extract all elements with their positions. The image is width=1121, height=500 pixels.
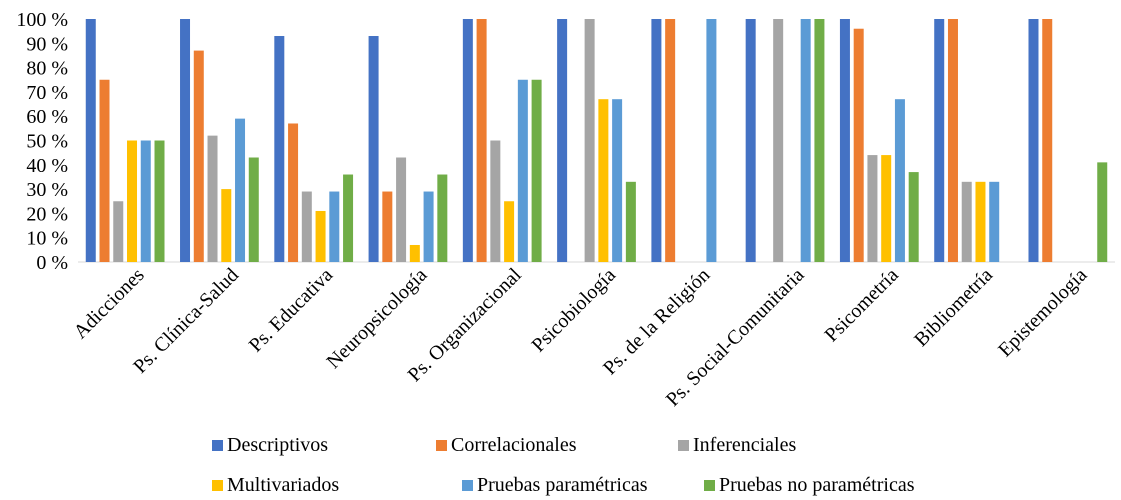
bar [490, 140, 501, 262]
x-tick-label: Bibliometría [910, 264, 997, 351]
bar [665, 19, 676, 262]
bar [274, 36, 285, 263]
y-tick-label: 40 % [26, 155, 68, 177]
bar [598, 99, 609, 262]
x-tick-label: Neuropsicología [322, 264, 431, 373]
y-tick-label: 0 % [36, 252, 68, 274]
bar [839, 19, 850, 262]
bar [154, 140, 165, 262]
bar [745, 19, 756, 262]
bar [584, 19, 595, 262]
bar [625, 181, 636, 262]
bar [476, 19, 487, 262]
bar [1042, 19, 1053, 262]
bar [867, 155, 878, 262]
bar [396, 157, 407, 262]
bar [207, 135, 218, 262]
bar [248, 157, 259, 262]
bar [193, 50, 204, 263]
bar [1028, 19, 1039, 262]
bar [127, 140, 138, 262]
bar [85, 19, 96, 262]
bar [423, 191, 434, 262]
y-tick-label: 90 % [26, 33, 68, 55]
y-tick-label: 100 % [16, 9, 68, 31]
bar [288, 123, 299, 263]
bar [140, 140, 151, 262]
bar [531, 79, 542, 262]
y-tick-label: 70 % [26, 82, 68, 104]
bar [651, 19, 662, 262]
bar [462, 19, 473, 262]
bar [113, 201, 124, 262]
bar [706, 19, 717, 262]
bar [382, 191, 393, 262]
y-axis: 0 %10 % 20 %30 %40 %50 % 60 %70 %80 % 90 %1… [16, 9, 68, 274]
bar [517, 79, 528, 262]
x-tick-label: Epistemología [994, 264, 1091, 361]
bar [329, 191, 340, 262]
bar [853, 28, 864, 262]
y-tick-label: 10 % [26, 228, 68, 250]
bar [343, 174, 354, 262]
bar [409, 244, 420, 262]
bar [881, 155, 892, 262]
y-tick-label: 20 % [26, 203, 68, 225]
bar [1097, 162, 1108, 262]
bar [989, 181, 1000, 262]
x-tick-label: Ps. Educativa [245, 264, 338, 357]
bar [315, 210, 326, 262]
y-tick-label: 30 % [26, 179, 68, 201]
bar [221, 189, 232, 262]
bar [961, 181, 972, 262]
bar [814, 19, 825, 262]
bar [947, 19, 958, 262]
bar [934, 19, 945, 262]
bar [235, 118, 246, 262]
bar [612, 99, 623, 262]
bar [894, 99, 905, 262]
bar [99, 79, 110, 262]
bar [180, 19, 191, 262]
bar [557, 19, 568, 262]
y-tick-label: 80 % [26, 58, 68, 80]
x-tick-label: Psicobiología [527, 264, 620, 357]
bar [908, 172, 919, 262]
x-tick-label: Psicometría [821, 264, 903, 346]
bar [437, 174, 448, 262]
bar [773, 19, 784, 262]
bar [301, 191, 312, 262]
bar [800, 19, 811, 262]
x-tick-label: Adicciones [69, 264, 148, 343]
y-tick-label: 60 % [26, 106, 68, 128]
bar [504, 201, 515, 262]
bar [975, 181, 986, 262]
bars [85, 19, 1108, 263]
bar [368, 36, 379, 263]
y-tick-label: 50 % [26, 131, 68, 153]
